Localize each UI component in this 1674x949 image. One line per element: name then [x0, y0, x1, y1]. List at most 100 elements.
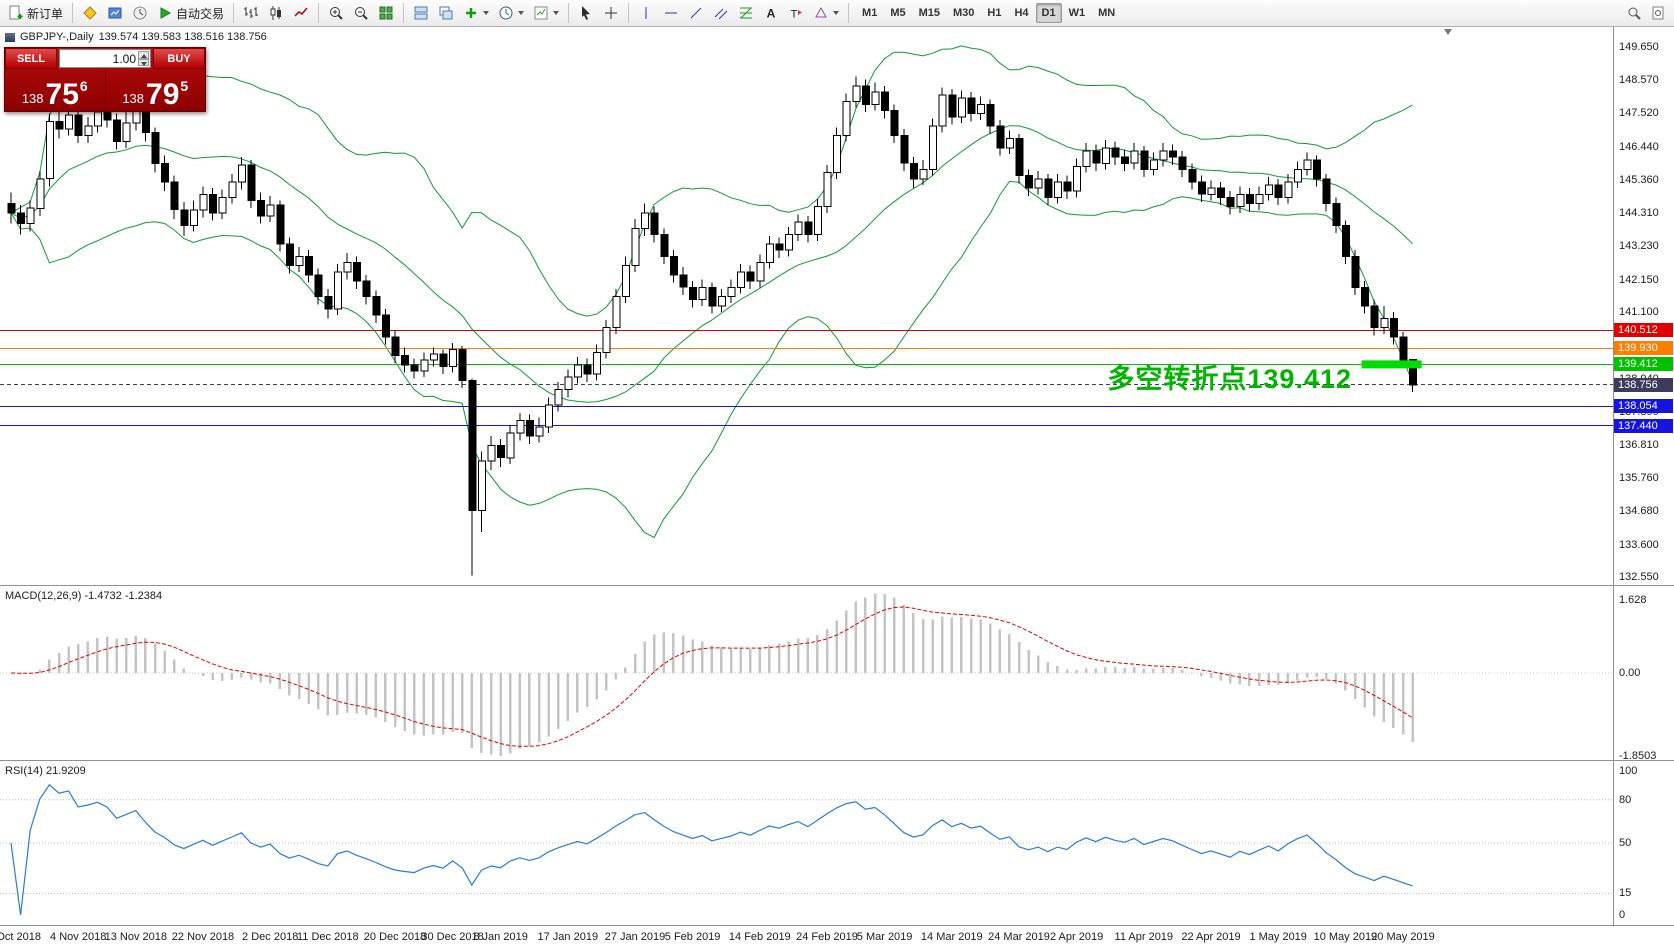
rsi-line [10, 783, 1413, 916]
macd-histogram [19, 593, 1414, 756]
timeframe-button-M30[interactable]: M30 [953, 7, 975, 19]
rsi-axis-tick: 50 [1619, 837, 1632, 849]
price-axis-tick: 132.550 [1619, 571, 1659, 584]
buy-price-big: 79 [146, 77, 180, 111]
volume-value: 1.00 [112, 51, 136, 66]
tile-icon [379, 6, 393, 20]
date-label: 27 Jan 2019 [604, 931, 666, 943]
dropdown-arrow-icon[interactable] [483, 11, 490, 15]
macd-axis-tick: -1.8503 [1619, 749, 1657, 762]
candle-series [7, 76, 1418, 576]
buy-price[interactable]: 138 79 5 [106, 69, 206, 111]
market-watch-icon [108, 7, 122, 19]
macd-values: -1.4732 -1.2384 [84, 590, 163, 602]
timeframe-button-H1[interactable]: H1 [987, 7, 1002, 19]
sell-price[interactable]: 138 75 6 [5, 69, 105, 111]
price-divider [104, 69, 106, 111]
channel-icon [714, 8, 728, 20]
svg-text:T: T [791, 9, 798, 21]
periods-button[interactable] [494, 2, 528, 24]
bollinger-band-line[interactable] [10, 45, 1413, 317]
indicators-button[interactable] [459, 2, 493, 24]
print-preview-button[interactable] [1646, 2, 1670, 24]
price-axis-tick: 146.440 [1619, 140, 1659, 153]
horizontal-line-button[interactable] [659, 2, 683, 24]
cascade-charts-button[interactable] [434, 2, 458, 24]
trendline-button[interactable] [684, 2, 708, 24]
bar-chart-button[interactable] [239, 2, 263, 24]
timeframe-button-M15[interactable]: M15 [918, 7, 940, 19]
sell-price-prefix: 138 [21, 91, 44, 107]
volume-up-icon[interactable] [138, 51, 149, 59]
chart-shift-marker[interactable] [1444, 29, 1452, 35]
new-order-button[interactable]: 新订单 [4, 2, 67, 24]
sell-price-sup: 6 [79, 78, 88, 94]
text-button[interactable]: A [759, 2, 783, 24]
line-icon [294, 7, 308, 17]
buy-button[interactable]: BUY [153, 48, 205, 69]
volume-down-icon[interactable] [138, 58, 149, 66]
price-axis[interactable]: 149.650 148.570 147.520 146.440 145.360 144.3… [1614, 27, 1674, 585]
timeframe-button-M5[interactable]: M5 [890, 7, 906, 19]
candlestick-chart-button[interactable] [264, 2, 288, 24]
toolbar-separator [72, 3, 74, 23]
dropdown-arrow-icon[interactable] [553, 11, 560, 15]
zoom-in-button[interactable] [324, 2, 348, 24]
dropdown-arrow-icon[interactable] [833, 11, 840, 15]
candles-icon [270, 6, 282, 20]
main-chart[interactable] [0, 27, 1613, 585]
tile-windows-button[interactable] [374, 2, 398, 24]
crosshair-button[interactable] [599, 2, 623, 24]
date-label: 20 May 2019 [1371, 931, 1435, 943]
line-chart-button[interactable] [289, 2, 313, 24]
price-line-label: 139.930 [1614, 341, 1673, 356]
metaeditor-icon [83, 6, 97, 20]
date-label: 22 Nov 2018 [171, 931, 235, 943]
cursor-icon [582, 6, 591, 20]
volume-input[interactable]: 1.00 [59, 49, 151, 68]
hline-icon [665, 12, 678, 14]
metaeditor-button[interactable] [78, 2, 102, 24]
date-label: 5 Feb 2019 [664, 931, 721, 943]
rsi-axis: 100 80 50 15 0 [1614, 761, 1674, 925]
indicators-icon [466, 8, 477, 18]
periods-icon [499, 6, 513, 20]
label-button[interactable]: T [784, 2, 808, 24]
timeframe-button-M1[interactable]: M1 [862, 7, 878, 19]
search-button[interactable] [1622, 2, 1646, 24]
bollinger-band-line[interactable] [10, 180, 1414, 539]
arrange-charts-button[interactable] [409, 2, 433, 24]
timeframe-button-W1[interactable]: W1 [1068, 7, 1086, 19]
macd-axis-tick: 0.00 [1619, 667, 1641, 679]
vertical-line-button[interactable] [634, 2, 658, 24]
price-axis-tick: 144.310 [1619, 206, 1659, 219]
turning-point-highlight[interactable] [1361, 360, 1422, 369]
sell-button[interactable]: SELL [5, 48, 57, 69]
shapes-button[interactable] [809, 2, 843, 24]
volume-spinner[interactable] [138, 51, 149, 66]
panel-separator[interactable] [0, 760, 1674, 761]
macd-indicator-label: MACD(12,26,9) -1.4732 -1.2384 [5, 590, 162, 602]
price-axis-tick: 147.520 [1619, 107, 1659, 120]
date-label: 5 Mar 2019 [856, 931, 913, 943]
timeframe-button-H4[interactable]: H4 [1014, 7, 1029, 19]
zoom-out-button[interactable] [349, 2, 373, 24]
fibonacci-button[interactable] [734, 2, 758, 24]
timeframe-button-MN[interactable]: MN [1098, 7, 1116, 19]
autotrading-button-label: 自动交易 [176, 6, 225, 21]
autotrading-button[interactable]: 自动交易 [153, 2, 228, 24]
equidistant-channel-button[interactable] [709, 2, 733, 24]
dropdown-arrow-icon[interactable] [518, 11, 525, 15]
panel-separator[interactable] [0, 585, 1674, 586]
cursor-button[interactable] [574, 2, 598, 24]
price-axis-tick: 143.230 [1619, 240, 1659, 253]
shapes-icon [815, 6, 827, 18]
timeframe-button-D1[interactable]: D1 [1035, 3, 1062, 23]
macd-panel[interactable] [0, 586, 1613, 760]
rsi-panel[interactable] [0, 761, 1613, 925]
market-watch-button[interactable] [103, 2, 127, 24]
toolbar-separator [628, 3, 630, 23]
templates-button[interactable] [529, 2, 563, 24]
strategy-tester-button[interactable] [128, 2, 152, 24]
